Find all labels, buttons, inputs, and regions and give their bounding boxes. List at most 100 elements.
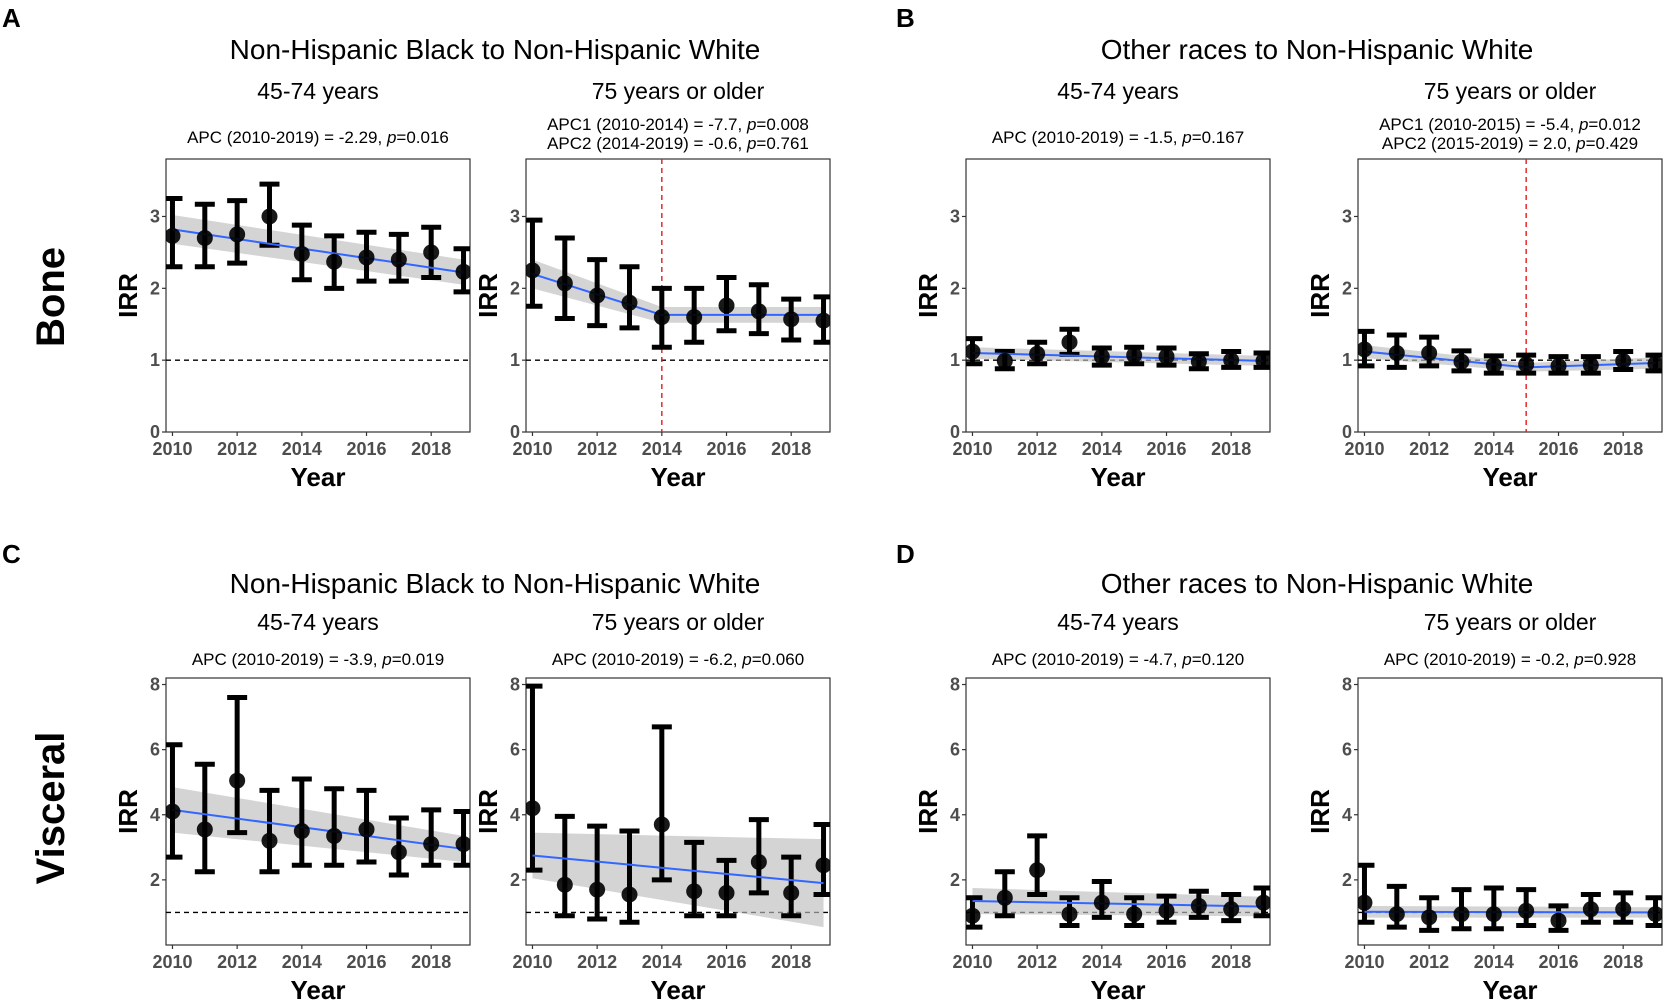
data-point xyxy=(1453,906,1470,923)
y-tick-label: 8 xyxy=(510,675,520,695)
y-tick-label: 2 xyxy=(1342,870,1352,890)
x-axis-title: Year xyxy=(291,462,346,492)
x-tick-label: 2014 xyxy=(1474,439,1514,459)
data-point xyxy=(1061,334,1078,351)
y-tick-label: 3 xyxy=(510,206,520,226)
data-point xyxy=(1647,355,1662,372)
data-point xyxy=(815,857,830,874)
y-tick-label: 4 xyxy=(1342,805,1352,825)
data-point xyxy=(1550,912,1567,929)
data-point xyxy=(1518,356,1535,373)
trend-line xyxy=(972,900,1264,908)
x-tick-label: 2016 xyxy=(346,952,386,972)
x-axis-title: Year xyxy=(1091,462,1146,492)
plot-area xyxy=(1358,862,1662,933)
y-tick-label: 4 xyxy=(950,805,960,825)
data-point xyxy=(1388,906,1405,923)
data-point xyxy=(1358,894,1373,911)
x-tick-label: 2016 xyxy=(1146,952,1186,972)
chart-bone-black-45-74: 45-74 years APC (2010-2019) = -2.29, p=0.… xyxy=(113,78,471,492)
plot-frame xyxy=(1357,158,1663,433)
x-tick-label: 2014 xyxy=(282,952,322,972)
x-tick-label: 2018 xyxy=(411,439,451,459)
panel-c-title: Non-Hispanic Black to Non-Hispanic White xyxy=(230,568,761,599)
y-tick-label: 6 xyxy=(150,740,160,760)
y-axis-title: IRR xyxy=(913,789,943,834)
plot-title: 45-74 years xyxy=(1057,609,1178,635)
data-point xyxy=(1061,906,1078,923)
data-point xyxy=(1388,344,1405,361)
chart-bone-other-75-plus: 75 years or older APC1 (2010-2015) = -5.4… xyxy=(1305,78,1663,492)
y-tick-label: 3 xyxy=(1342,206,1352,226)
data-point xyxy=(1615,352,1632,369)
data-point xyxy=(166,803,181,820)
plot-area xyxy=(526,159,830,432)
plot-title: 45-74 years xyxy=(1057,78,1178,104)
x-tick-label: 2018 xyxy=(771,439,811,459)
data-point xyxy=(423,244,440,261)
y-axis-title: IRR xyxy=(1305,273,1335,318)
data-point xyxy=(589,287,606,304)
plot-area xyxy=(966,326,1270,372)
data-point xyxy=(1190,353,1207,370)
plot-frame xyxy=(1357,677,1663,946)
panel-letter-b: B xyxy=(896,3,915,33)
y-tick-label: 6 xyxy=(950,740,960,760)
x-tick-label: 2012 xyxy=(1409,439,1449,459)
data-point xyxy=(1358,341,1373,358)
plot-area xyxy=(166,181,470,361)
x-tick-label: 2012 xyxy=(217,439,257,459)
data-point xyxy=(653,816,670,833)
x-tick-label: 2014 xyxy=(282,439,322,459)
data-point xyxy=(1421,909,1438,926)
y-tick-label: 0 xyxy=(510,422,520,442)
y-tick-label: 2 xyxy=(150,278,160,298)
x-tick-label: 2014 xyxy=(1082,439,1122,459)
y-tick-label: 1 xyxy=(150,350,160,370)
data-point xyxy=(783,311,800,328)
chart-bone-black-75-plus: 75 years or older APC1 (2010-2014) = -7.7… xyxy=(473,78,831,492)
apc-annotation: APC (2010-2019) = -2.29, p=0.016 xyxy=(187,128,449,147)
data-point xyxy=(783,884,800,901)
x-axis-title: Year xyxy=(651,975,706,1005)
data-point xyxy=(1093,894,1110,911)
x-tick-label: 2012 xyxy=(577,952,617,972)
data-point xyxy=(1550,357,1567,374)
apc-annotation: APC (2010-2019) = -4.7, p=0.120 xyxy=(992,650,1244,669)
y-tick-label: 2 xyxy=(510,870,520,890)
data-point xyxy=(1255,352,1270,369)
y-axis-title: IRR xyxy=(473,789,503,834)
data-point xyxy=(261,832,278,849)
data-point xyxy=(1223,901,1240,918)
data-point xyxy=(1223,352,1240,369)
data-point xyxy=(293,245,310,262)
x-axis-title: Year xyxy=(291,975,346,1005)
x-axis-title: Year xyxy=(1483,975,1538,1005)
x-tick-label: 2010 xyxy=(152,439,192,459)
data-point xyxy=(1647,906,1662,923)
plot-title: 75 years or older xyxy=(592,78,765,104)
y-tick-label: 0 xyxy=(950,422,960,442)
y-tick-label: 8 xyxy=(1342,675,1352,695)
data-point xyxy=(966,343,981,360)
apc-annotation: APC (2010-2019) = -0.2, p=0.928 xyxy=(1384,650,1636,669)
panel-d-title: Other races to Non-Hispanic White xyxy=(1101,568,1534,599)
plot-area xyxy=(1358,159,1662,432)
data-point xyxy=(196,821,213,838)
panel-a-title: Non-Hispanic Black to Non-Hispanic White xyxy=(230,34,761,65)
x-tick-label: 2010 xyxy=(1344,952,1384,972)
y-tick-label: 2 xyxy=(510,278,520,298)
data-point xyxy=(526,800,541,817)
chart-visceral-black-75-plus: 75 years or older APC (2010-2019) = -6.2,… xyxy=(473,609,831,1005)
data-point xyxy=(166,227,181,244)
data-point xyxy=(718,297,735,314)
plot-title: 75 years or older xyxy=(1424,78,1597,104)
row-label-bone: Bone xyxy=(29,247,73,347)
data-point xyxy=(1158,902,1175,919)
row-label-visceral: Visceral xyxy=(29,732,73,885)
y-tick-label: 6 xyxy=(1342,740,1352,760)
data-point xyxy=(996,889,1013,906)
trend-line xyxy=(172,228,464,274)
panel-letter-d: D xyxy=(896,539,915,569)
y-tick-label: 1 xyxy=(510,350,520,370)
